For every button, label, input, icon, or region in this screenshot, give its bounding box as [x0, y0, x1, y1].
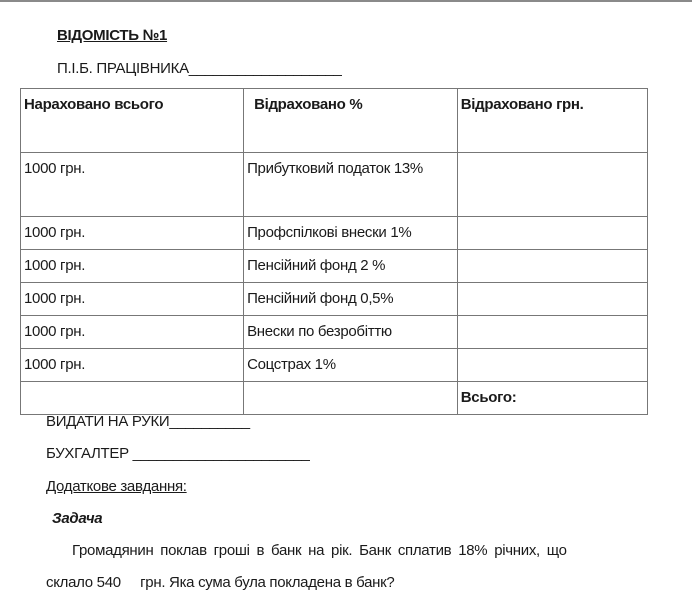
amount-cell: [456, 348, 649, 382]
accrued-cell: [19, 381, 245, 415]
accrued-cell: 1000 грн.: [19, 315, 245, 349]
amount-cell: [456, 282, 649, 316]
task-text-line2: склало 540 грн. Яка сума була покладена …: [46, 574, 395, 591]
document-title: ВІДОМІСТЬ №1: [57, 27, 168, 44]
accountant-label: БУХГАЛТЕР ______________________: [46, 445, 310, 462]
header-deducted-uah: Відраховано грн.: [456, 88, 649, 153]
table-row: 1000 грн. Пенсійний фонд 2 %: [19, 249, 649, 283]
employee-name-label: П.І.Б. ПРАЦІВНИКА___________________: [57, 60, 342, 77]
extra-task-label: Додаткове завдання:: [46, 478, 187, 495]
deduction-cell: Соцстрах 1%: [243, 348, 458, 382]
amount-cell: [456, 152, 649, 217]
task-heading: Задача: [52, 510, 103, 527]
table-row: 1000 грн. Прибутковий податок 13%: [19, 152, 649, 217]
table-total-row: Всього:: [19, 381, 649, 415]
amount-cell: [456, 249, 649, 283]
accrued-cell: 1000 грн.: [19, 152, 245, 217]
accrued-cell: 1000 грн.: [19, 249, 245, 283]
divider: [0, 0, 692, 2]
deduction-cell: Пенсійний фонд 0,5%: [243, 282, 458, 316]
payroll-table: Нараховано всього Відраховано % Відрахов…: [19, 88, 649, 415]
total-label: Всього:: [456, 381, 649, 415]
table-row: 1000 грн. Профспілкові внески 1%: [19, 216, 649, 250]
payout-label: ВИДАТИ НА РУКИ__________: [46, 413, 250, 430]
deduction-cell: Прибутковий податок 13%: [243, 152, 458, 217]
table-row: 1000 грн. Пенсійний фонд 0,5%: [19, 282, 649, 316]
accrued-cell: 1000 грн.: [19, 216, 245, 250]
amount-cell: [456, 216, 649, 250]
accrued-cell: 1000 грн.: [19, 282, 245, 316]
deduction-cell: Профспілкові внески 1%: [243, 216, 458, 250]
deduction-cell: [243, 381, 458, 415]
deduction-cell: Внески по безробіттю: [243, 315, 458, 349]
deduction-cell: Пенсійний фонд 2 %: [243, 249, 458, 283]
accrued-cell: 1000 грн.: [19, 348, 245, 382]
amount-cell: [456, 315, 649, 349]
header-deducted-percent: Відраховано %: [243, 88, 458, 153]
table-row: 1000 грн. Соцстрах 1%: [19, 348, 649, 382]
task-text-line1: Громадянин поклав гроші в банк на рік. Б…: [72, 542, 567, 559]
table-header-row: Нараховано всього Відраховано % Відрахов…: [19, 88, 649, 153]
table-row: 1000 грн. Внески по безробіттю: [19, 315, 649, 349]
header-accrued: Нараховано всього: [19, 88, 245, 153]
